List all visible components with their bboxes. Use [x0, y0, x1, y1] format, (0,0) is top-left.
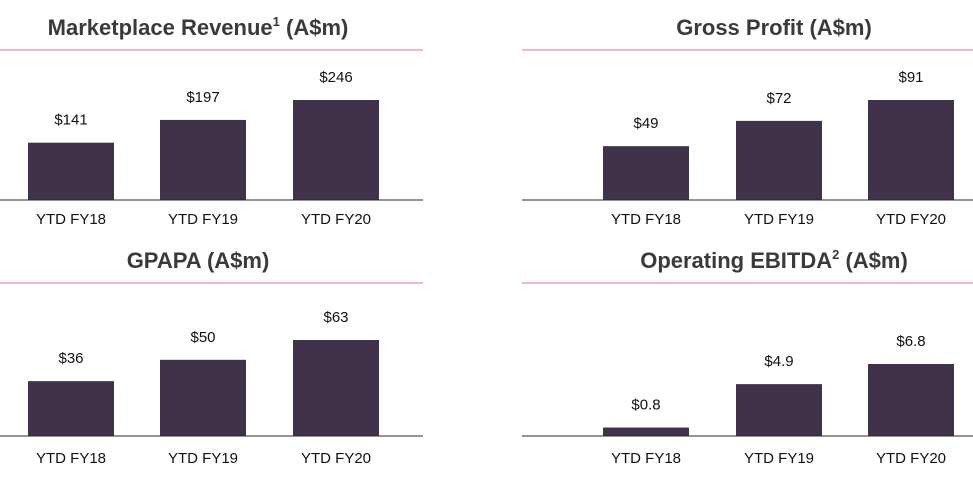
x-tick-label: YTD FY20: [301, 211, 371, 228]
x-tick-label: YTD FY20: [876, 211, 946, 228]
x-tick-label: YTD FY18: [36, 450, 106, 467]
bar: [28, 381, 114, 436]
x-tick-label: YTD FY19: [744, 450, 814, 467]
bar: [868, 364, 954, 436]
chart-title-main: Gross Profit: [676, 15, 804, 40]
chart-title-main: Marketplace Revenue: [48, 15, 273, 40]
data-label: $4.9: [764, 353, 793, 370]
bar: [736, 384, 822, 436]
chart-panel: Marketplace Revenue1 (A$m) $141 YTD FY18 $1…: [0, 14, 423, 228]
bar: [160, 119, 246, 200]
chart-panel: GPAPA (A$m) $36 YTD FY18 $50 YTD FY19 $63 YTD …: [0, 248, 423, 467]
x-tick-label: YTD FY19: [168, 211, 238, 228]
chart-title-suffix: (A$m): [803, 15, 871, 40]
x-tick-label: YTD FY18: [611, 450, 681, 467]
chart-title: Gross Profit (A$m): [676, 15, 872, 40]
chart-title-suffix: (A$m): [839, 248, 907, 273]
bar: [28, 142, 114, 200]
bar: [868, 100, 954, 200]
x-tick-label: YTD FY20: [301, 450, 371, 467]
chart-title: GPAPA (A$m): [127, 248, 270, 273]
bar: [293, 340, 379, 436]
bar: [603, 427, 689, 436]
data-label: $0.8: [631, 397, 660, 414]
chart-title-main: Operating EBITDA: [640, 248, 832, 273]
chart-title: Operating EBITDA2 (A$m): [640, 247, 908, 273]
chart-title-suffix: (A$m): [201, 248, 269, 273]
chart-panel: Operating EBITDA2 (A$m) $0.8 YTD FY18 $4.9 Y…: [522, 247, 973, 467]
data-label: $49: [633, 115, 658, 132]
data-label: $50: [190, 329, 215, 346]
bar: [160, 359, 246, 436]
chart-title-superscript: 1: [273, 14, 280, 29]
x-tick-label: YTD FY18: [36, 211, 106, 228]
data-label: $6.8: [896, 333, 925, 350]
chart-title-suffix: (A$m): [280, 15, 348, 40]
chart-title-main: GPAPA: [127, 248, 202, 273]
bar: [736, 120, 822, 200]
data-label: $63: [323, 309, 348, 326]
data-label: $246: [319, 69, 352, 86]
data-label: $91: [898, 69, 923, 86]
bar: [293, 100, 379, 200]
x-tick-label: YTD FY19: [744, 211, 814, 228]
data-label: $72: [766, 90, 791, 107]
x-tick-label: YTD FY18: [611, 211, 681, 228]
data-label: $197: [186, 89, 219, 106]
chart-title: Marketplace Revenue1 (A$m): [48, 14, 349, 40]
x-tick-label: YTD FY19: [168, 450, 238, 467]
x-tick-label: YTD FY20: [876, 450, 946, 467]
chart-panel: Gross Profit (A$m) $49 YTD FY18 $72 YTD FY19…: [522, 15, 973, 228]
bar: [603, 146, 689, 200]
chart-title-superscript: 2: [832, 247, 839, 262]
data-label: $36: [58, 350, 83, 367]
data-label: $141: [54, 112, 87, 129]
